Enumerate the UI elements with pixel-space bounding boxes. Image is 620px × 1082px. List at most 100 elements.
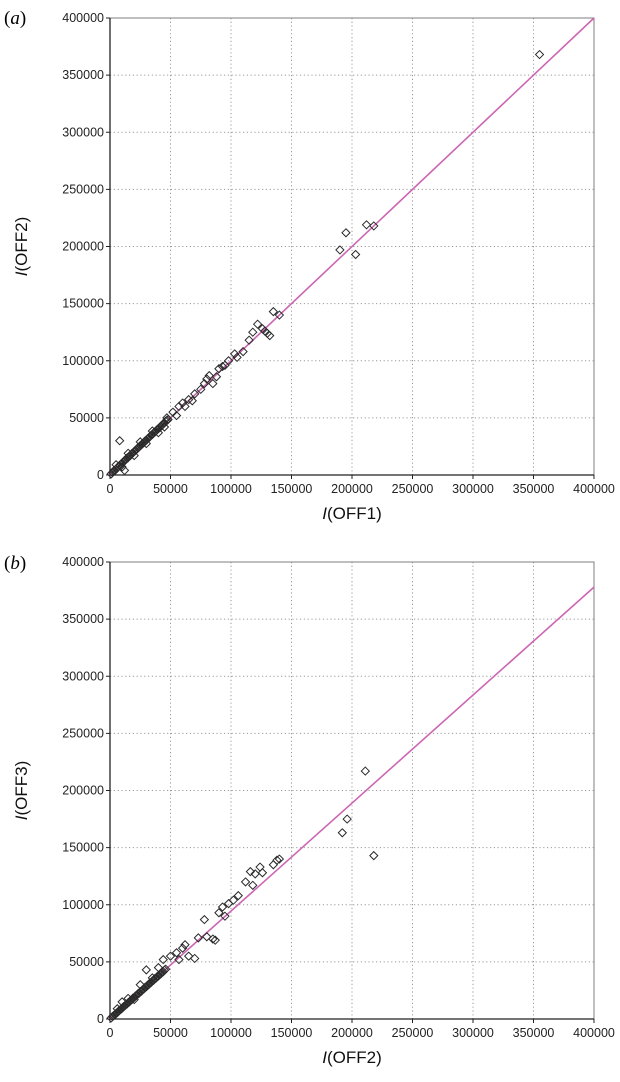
data-point <box>199 914 210 925</box>
x-tick-label: 350000 <box>513 482 555 496</box>
data-point <box>232 352 242 363</box>
data-point <box>193 933 204 943</box>
data-point <box>174 954 184 965</box>
data-point <box>189 953 200 964</box>
data-point <box>180 940 190 950</box>
data-point <box>369 850 379 861</box>
x-tick-label: 0 <box>107 1026 114 1040</box>
x-axis-label-italic: I <box>322 1048 327 1067</box>
x-tick-label: 200000 <box>331 1026 373 1040</box>
data-point <box>135 980 145 990</box>
data-point <box>255 862 265 872</box>
data-point <box>250 869 260 879</box>
y-tick-label: 0 <box>97 468 104 482</box>
x-axis-label: I(OFF1) <box>322 504 382 523</box>
data-point <box>204 370 214 381</box>
y-tick-label: 200000 <box>62 784 104 798</box>
x-tick-label: 200000 <box>331 482 373 496</box>
data-point <box>228 895 239 905</box>
data-point <box>220 911 230 921</box>
x-tick-label: 150000 <box>271 482 313 496</box>
data-point <box>202 932 212 942</box>
data-point <box>189 389 200 399</box>
data-point <box>117 462 127 472</box>
data-point <box>272 855 282 865</box>
x-tick-label: 300000 <box>452 482 494 496</box>
data-point <box>248 327 258 337</box>
data-point <box>238 346 248 357</box>
data-point <box>265 330 275 341</box>
y-tick-label: 150000 <box>62 841 104 855</box>
y-tick-label: 250000 <box>62 726 104 740</box>
scatter-chart-b: 0 50000 100000 150000 200000 250000 300000 3500… <box>12 555 615 1067</box>
y-axis-label-italic: I <box>12 815 31 820</box>
y-axis-label: I(OFF2) <box>12 217 31 277</box>
chart-panel-b: (b) 0 50000 100000 150000 200000 250000 300000… <box>0 545 620 1082</box>
data-point <box>211 372 222 382</box>
y-tick-label: 250000 <box>62 182 104 196</box>
panel-label-b: (b) <box>4 553 27 574</box>
y-axis-label-text: (OFF3) <box>12 761 31 816</box>
data-point <box>122 453 132 463</box>
data-point <box>214 908 224 918</box>
data-point <box>183 951 194 961</box>
chart-panel-a: (a) 0 50000 100000 150000 200000 250000 300000… <box>4 8 615 523</box>
data-point <box>208 378 218 389</box>
x-tick-label: 100000 <box>210 1026 252 1040</box>
data-point <box>153 428 164 438</box>
data-point <box>171 948 182 958</box>
data-point <box>341 228 351 238</box>
data-point <box>208 934 218 944</box>
data-point <box>112 1004 122 1014</box>
data-point <box>111 460 121 470</box>
y-tick-label: 100000 <box>62 354 104 368</box>
data-point <box>252 319 263 329</box>
fit-line <box>109 586 595 1020</box>
data-point <box>135 437 145 447</box>
x-axis-label-text: (OFF2) <box>327 1048 382 1067</box>
y-axis-label-text: (OFF2) <box>12 217 31 272</box>
x-axis-label-italic: I <box>322 504 327 523</box>
y-tick-label: 50000 <box>69 955 104 969</box>
data-point <box>165 951 176 961</box>
x-tick-label: 250000 <box>392 1026 434 1040</box>
data-point <box>233 890 243 901</box>
data-point <box>187 396 197 406</box>
data-point <box>160 964 171 974</box>
data-point <box>360 766 371 776</box>
x-tick-label: 100000 <box>210 482 252 496</box>
data-point <box>274 310 285 320</box>
y-tick-label: 400000 <box>62 555 104 569</box>
x-tick-label: 350000 <box>513 1026 555 1040</box>
x-axis-label-text: (OFF1) <box>327 504 382 523</box>
data-point <box>202 374 212 384</box>
data-point <box>114 436 125 446</box>
data-point <box>108 466 119 476</box>
data-point <box>129 450 139 461</box>
x-tick-label: 50000 <box>153 482 188 496</box>
data-point <box>129 994 139 1005</box>
data-point <box>350 249 361 260</box>
x-tick-label: 50000 <box>153 1026 188 1040</box>
y-tick-label: 350000 <box>62 612 104 626</box>
data-point <box>177 943 188 953</box>
data-point <box>210 935 220 945</box>
data-point <box>342 814 352 824</box>
data-point <box>159 422 170 432</box>
data-point <box>369 221 379 231</box>
x-tick-label: 150000 <box>271 1026 313 1040</box>
data-point <box>268 306 279 317</box>
data-point <box>147 426 158 436</box>
data-point <box>268 860 279 870</box>
data-point <box>244 335 254 345</box>
data-point <box>240 877 251 887</box>
y-tick-label: 0 <box>97 1012 104 1026</box>
y-axis-label-italic: I <box>12 271 31 276</box>
y-tick-label: 100000 <box>62 898 104 912</box>
data-point <box>177 398 188 408</box>
data-point <box>217 902 228 912</box>
y-tick-label: 350000 <box>62 68 104 82</box>
data-point <box>217 361 228 372</box>
scatter-chart-a: 0 50000 100000 150000 200000 250000 300000 3500… <box>12 11 615 523</box>
data-point <box>147 973 158 983</box>
